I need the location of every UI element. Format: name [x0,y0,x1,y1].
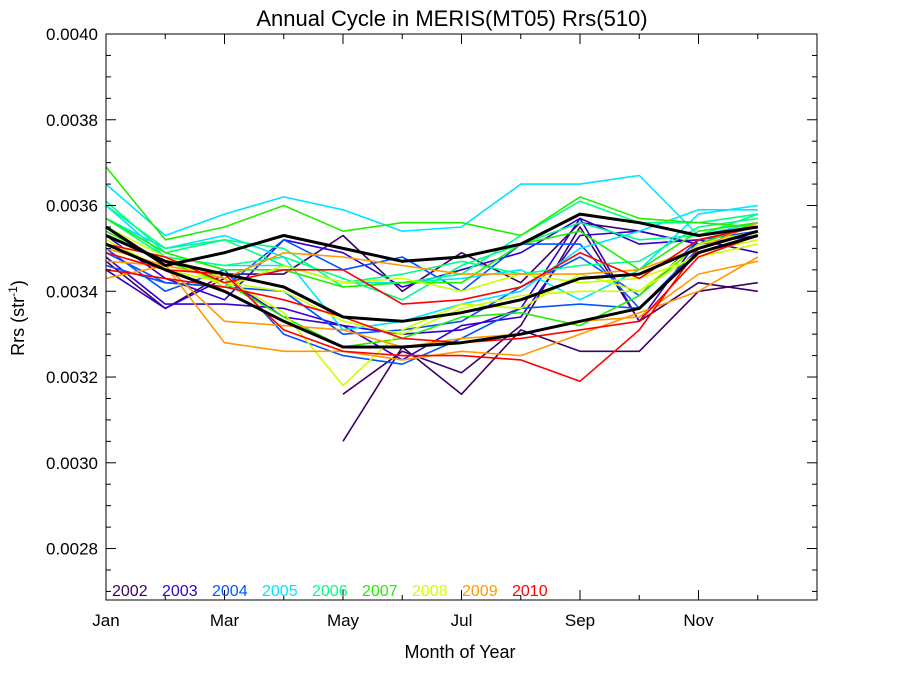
series-line-24 [105,221,759,280]
legend-item-2007: 2007 [362,583,398,600]
x-tick-label: Mar [210,611,240,630]
y-tick-label: 0.0030 [46,454,98,473]
y-tick-label: 0.0036 [46,197,98,216]
legend: 2002 2003 2004 2005 2006 2007 2008 2009 2010 [112,583,548,600]
y-axis-title-close: ) [8,280,28,286]
legend-item-2006: 2006 [312,583,348,600]
y-tick-label: 0.0028 [46,540,98,559]
legend-item-2005: 2005 [262,583,298,600]
series-line-14 [105,200,758,284]
legend-item-2002: 2002 [112,583,148,600]
series-line-27 [105,234,759,344]
legend-item-2010: 2010 [512,583,548,600]
y-tick-label: 0.0040 [46,25,98,44]
y-tick-label: 0.0038 [46,111,98,130]
y-axis-title: Rrs (str-1) [6,280,28,356]
y-axis-title-sup: -1 [6,286,20,297]
series-line-28 [105,212,759,267]
x-axis-title: Month of Year [404,642,515,662]
legend-item-2004: 2004 [212,583,248,600]
x-tick-label: Jul [451,611,473,630]
x-tick-label: Jan [92,611,119,630]
legend-item-2009: 2009 [462,583,498,600]
legend-item-2008: 2008 [412,583,448,600]
legend-item-2003: 2003 [162,583,198,600]
y-axis: 0.0028 0.0030 0.0032 0.0034 0.0036 0.0038 0.00… [46,25,817,592]
series-line-16 [105,166,758,241]
series-line-26 [105,230,759,383]
series-line-25 [105,226,758,305]
x-tick-label: Sep [565,611,595,630]
series-line-29 [105,229,759,323]
x-axis: Jan Mar May Jul Sep Nov [92,34,818,630]
y-tick-label: 0.0034 [46,282,98,301]
series-line-12 [105,209,758,331]
series-line-10 [105,174,758,237]
series-line-20 [105,243,758,293]
y-tick-label: 0.0032 [46,368,98,387]
series-line-5 [105,217,758,335]
series-line-21 [105,239,758,335]
plot-area [105,166,759,442]
x-tick-label: May [327,611,360,630]
series-line-30 [105,234,759,349]
series-line-17 [105,217,758,288]
y-axis-title-main: Rrs (str [8,297,28,356]
chart-title: Annual Cycle in MERIS(MT05) Rrs(510) [256,6,647,31]
x-tick-label: Nov [683,611,714,630]
